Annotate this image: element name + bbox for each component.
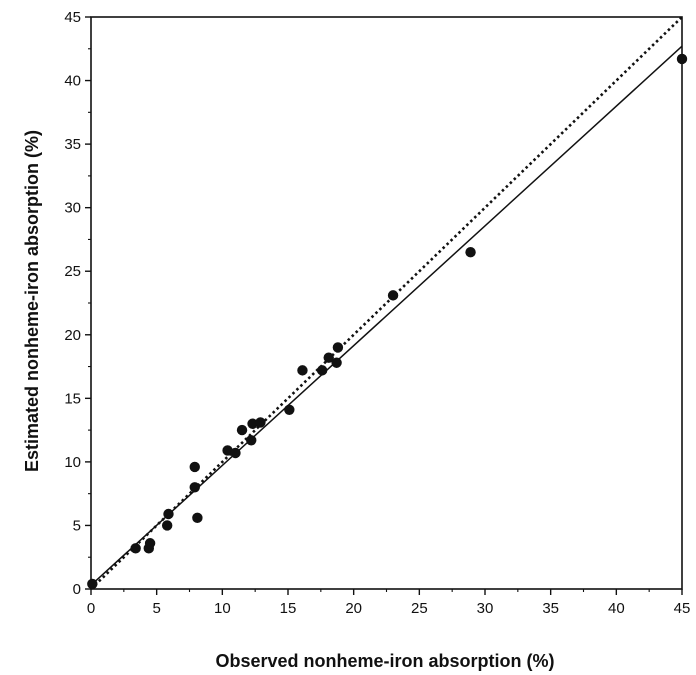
data-point xyxy=(247,418,258,429)
data-point xyxy=(130,543,141,554)
x-tick-label-40: 40 xyxy=(608,600,625,617)
x-tick-labels: 0 5 10 15 20 25 30 35 40 45 xyxy=(87,600,691,617)
y-tick-label-45: 45 xyxy=(64,9,81,26)
x-tick-label-15: 15 xyxy=(280,600,297,617)
data-point xyxy=(222,445,233,456)
data-point xyxy=(144,538,156,549)
data-point xyxy=(192,512,203,524)
y-tick-label-5: 5 xyxy=(73,517,81,534)
data-point xyxy=(676,53,688,65)
y-tick-label-20: 20 xyxy=(64,327,81,344)
data-point xyxy=(316,365,328,376)
x-tick-label-5: 5 xyxy=(152,600,160,617)
y-tick-label-0: 0 xyxy=(73,581,81,598)
data-point xyxy=(332,342,344,353)
x-tick-label-25: 25 xyxy=(411,600,428,617)
data-point xyxy=(230,447,241,459)
y-tick-label-35: 35 xyxy=(64,136,81,153)
data-points xyxy=(87,53,688,590)
data-point xyxy=(189,482,200,493)
x-tick-label-30: 30 xyxy=(477,600,494,617)
y-tick-label-10: 10 xyxy=(64,454,81,471)
x-tick-label-0: 0 xyxy=(87,600,95,617)
y-tick-label-30: 30 xyxy=(64,200,81,217)
data-point xyxy=(297,365,308,376)
identity-line xyxy=(90,16,683,590)
data-point xyxy=(161,520,173,531)
y-tick-label-40: 40 xyxy=(64,73,81,90)
regression-line xyxy=(90,45,683,586)
y-tick-label-15: 15 xyxy=(64,390,81,407)
data-point xyxy=(323,352,334,363)
x-tick-label-45: 45 xyxy=(674,600,691,617)
reference-lines xyxy=(90,16,683,590)
data-point xyxy=(255,417,266,428)
x-tick-label-35: 35 xyxy=(542,600,559,617)
data-point xyxy=(236,424,248,436)
x-tick-label-10: 10 xyxy=(214,600,231,617)
data-point xyxy=(387,290,399,301)
x-axis-title: Observed nonheme-iron absorption (%) xyxy=(215,651,554,671)
y-axis-title: Estimated nonheme-iron absorption (%) xyxy=(22,130,42,472)
data-point xyxy=(189,461,200,473)
data-point xyxy=(246,435,257,446)
data-point xyxy=(87,578,98,590)
x-tick-label-20: 20 xyxy=(345,600,362,617)
data-point xyxy=(331,357,342,368)
data-point xyxy=(465,246,476,258)
data-point xyxy=(284,404,295,415)
axis-ticks xyxy=(85,16,683,595)
y-tick-label-25: 25 xyxy=(64,263,81,280)
data-point xyxy=(163,508,174,520)
y-tick-labels: 0 5 10 15 20 25 30 35 40 45 xyxy=(64,9,81,598)
